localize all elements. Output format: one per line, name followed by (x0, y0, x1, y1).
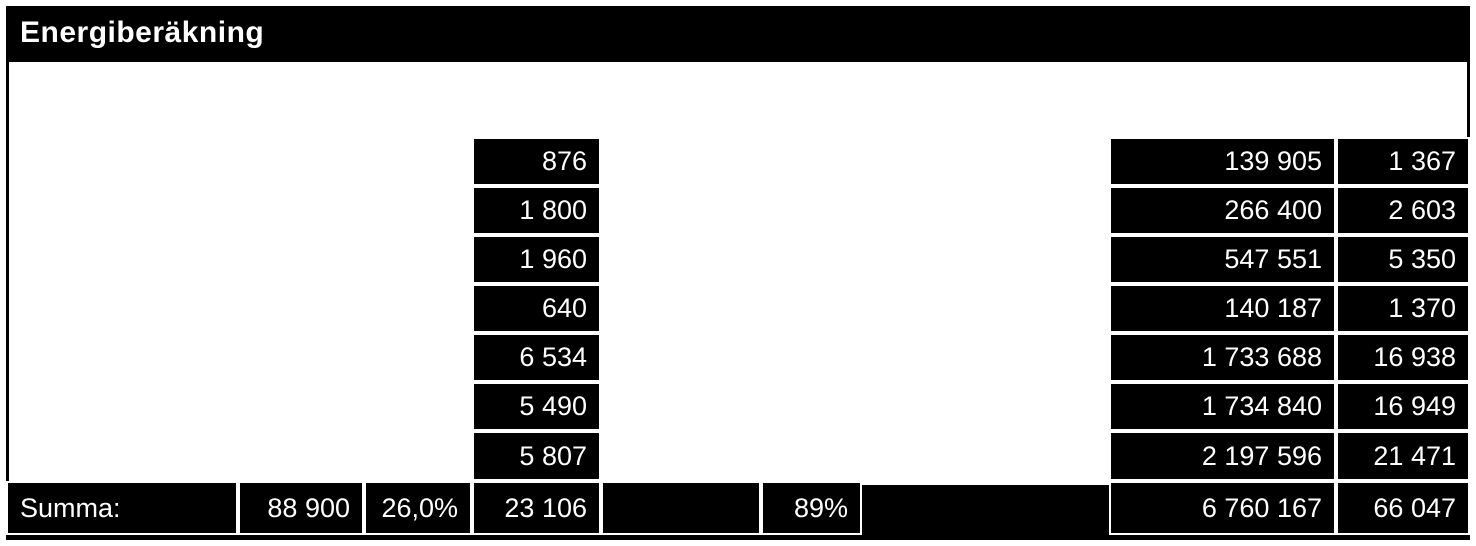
cell-i-4: 1 370 (1336, 284, 1470, 333)
cell-h-7: 2 197 596 (1109, 431, 1336, 481)
cell-h-5: 1 733 688 (1109, 333, 1336, 382)
footer-c: 26,0% (364, 481, 472, 535)
cell-d-2: 1 800 (472, 186, 601, 235)
footer-b: 88 900 (238, 481, 364, 535)
cell-h-4: 140 187 (1109, 284, 1336, 333)
cell-i-6: 16 949 (1336, 382, 1470, 431)
cell-i-1: 1 367 (1336, 137, 1470, 186)
footer-label: Summa: (6, 481, 238, 535)
cell-d-7: 5 807 (472, 431, 601, 481)
footer-e-blank (601, 481, 761, 535)
cell-d-6: 5 490 (472, 382, 601, 431)
cell-h-1: 139 905 (1109, 137, 1336, 186)
footer-i: 66 047 (1336, 481, 1470, 535)
cell-d-5: 6 534 (472, 333, 601, 382)
cell-d-3: 1 960 (472, 235, 601, 284)
footer-d: 23 106 (472, 481, 601, 535)
cell-i-2: 2 603 (1336, 186, 1470, 235)
cell-h-2: 266 400 (1109, 186, 1336, 235)
footer-h: 6 760 167 (1109, 481, 1336, 535)
cell-i-5: 16 938 (1336, 333, 1470, 382)
cell-i-3: 5 350 (1336, 235, 1470, 284)
cell-d-4: 640 (472, 284, 601, 333)
cell-i-7: 21 471 (1336, 431, 1470, 481)
cell-h-3: 547 551 (1109, 235, 1336, 284)
table-frame: Energiberäkning 876 139 905 1 367 1 800 … (6, 6, 1470, 540)
cell-d-1: 876 (472, 137, 601, 186)
cell-h-6: 1 734 840 (1109, 382, 1336, 431)
footer-f: 89% (761, 481, 862, 535)
table-title: Energiberäkning (6, 6, 1470, 58)
